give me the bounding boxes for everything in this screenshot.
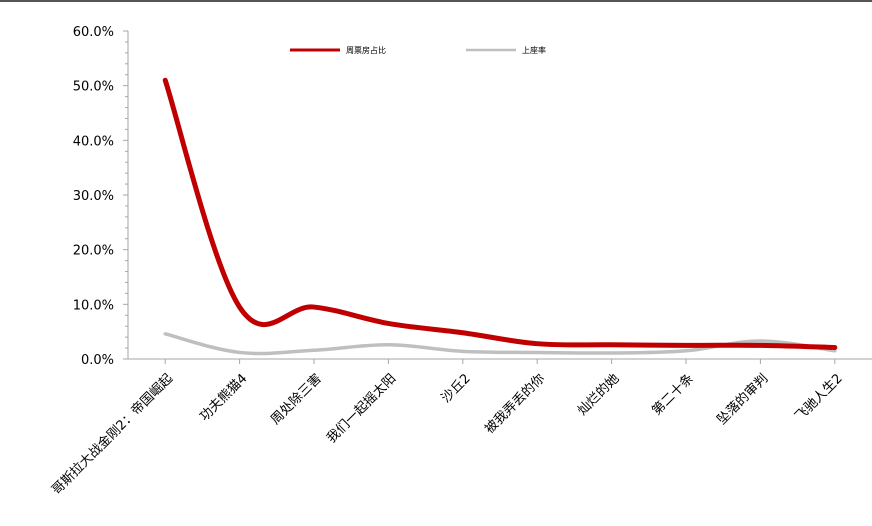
y-tick-label: 10.0% — [73, 298, 114, 313]
x-tick-label: 第二十条 — [649, 371, 697, 419]
x-tick-label: 哥斯拉大战金刚2：帝国崛起 — [49, 371, 176, 498]
y-tick-label: 50.0% — [73, 80, 114, 95]
y-axis-ticks: 0.0% 10.0% 20.0% 30.0% 40.0% 50.0% 60.0% — [73, 25, 128, 368]
y-tick-label: 0.0% — [81, 353, 114, 368]
top-border-rule — [0, 0, 872, 2]
series-lines — [162, 77, 838, 356]
y-tick-label: 30.0% — [73, 189, 114, 204]
x-tick-label: 我们一起摇太阳 — [324, 371, 399, 446]
legend-label: 上座率 — [522, 45, 546, 55]
y-tick-label: 20.0% — [73, 244, 114, 259]
series-line-box-office-share — [162, 77, 838, 351]
legend-label: 周票房占比 — [346, 45, 386, 55]
x-tick-label: 沙丘2 — [439, 371, 474, 406]
x-tick-label: 周处除三害 — [268, 371, 325, 428]
x-tick-label: 功夫熊猫4 — [196, 371, 250, 425]
x-tick-label: 被我弄丢的你 — [482, 371, 548, 437]
legend: 周票房占比 上座率 — [290, 45, 546, 55]
x-tick-label: 坠落的审判 — [714, 371, 771, 428]
y-tick-label: 60.0% — [73, 25, 114, 40]
x-tick-label: 飞驰人生2 — [792, 371, 845, 424]
x-tick-label: 灿烂的她 — [574, 371, 622, 419]
x-axis-ticks: 哥斯拉大战金刚2：帝国崛起 功夫熊猫4 周处除三害 我们一起摇太阳 沙丘2 被我弄丢的你灿… — [49, 359, 846, 498]
y-tick-label: 40.0% — [73, 134, 114, 149]
